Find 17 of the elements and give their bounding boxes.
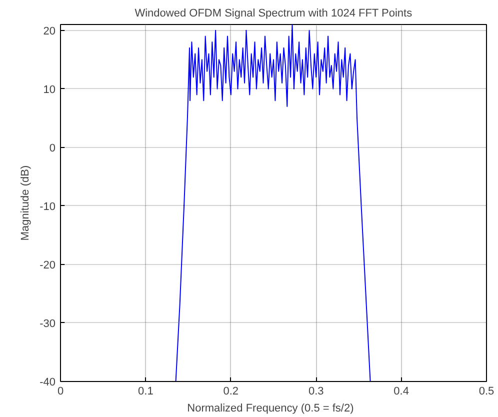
y-tick-label: -10	[40, 200, 56, 213]
x-tick-label: 0.3	[308, 386, 324, 398]
y-tick-label: -20	[40, 259, 56, 272]
x-axis-title: Normalized Frequency (0.5 = fs/2)	[187, 402, 354, 414]
y-tick-label: 20	[43, 25, 56, 38]
y-tick-label: -40	[40, 376, 56, 388]
x-tick-label: 0.1	[138, 386, 154, 398]
x-tick-label: 0.4	[394, 386, 409, 398]
y-axis-title: Magnitude (dB)	[20, 165, 32, 241]
line-series	[175, 24, 371, 382]
x-tick-label: 0	[57, 386, 64, 398]
y-tick-label: -30	[40, 318, 56, 330]
x-tick-label: 0.5	[478, 386, 494, 398]
chart-title: Windowed OFDM Signal Spectrum with 1024 FFT Points	[134, 8, 413, 20]
y-tick-label: 10	[43, 84, 56, 96]
y-tick-label: 0	[49, 142, 56, 154]
x-tick-label: 0.2	[223, 386, 239, 398]
